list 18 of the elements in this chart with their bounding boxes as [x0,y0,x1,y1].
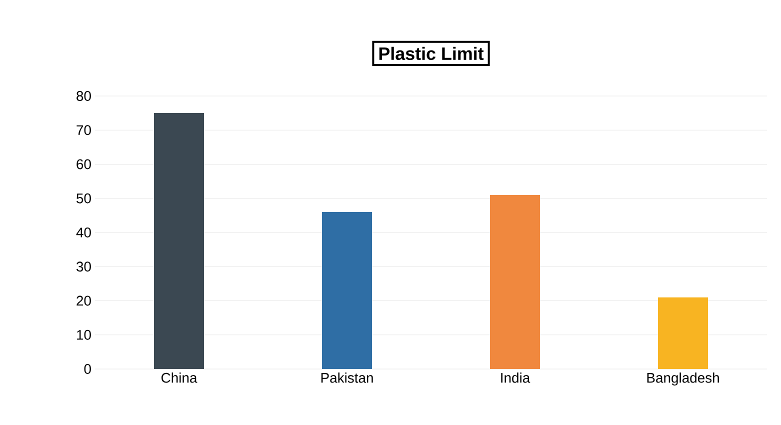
y-tick-label: 0 [84,364,91,374]
bar [322,212,372,369]
bar [490,194,540,369]
bar [154,113,204,369]
x-tick-label: India [501,372,530,383]
y-tick-label: 70 [76,125,91,136]
y-tick-label: 30 [76,262,91,272]
x-tick-label: China [161,372,198,383]
bar [658,297,708,369]
x-tick-label: Pakistan [321,372,373,383]
y-tick-label: 60 [76,159,91,170]
y-tick-label: 10 [77,330,91,340]
y-tick-label: 40 [76,228,91,238]
x-tick-label: Bangladesh [647,372,719,386]
y-tick-label: 50 [76,193,91,204]
y-tick-label: 20 [76,296,91,306]
y-tick-label: 80 [76,91,91,101]
chart-title: Plastic Limit [379,46,484,60]
